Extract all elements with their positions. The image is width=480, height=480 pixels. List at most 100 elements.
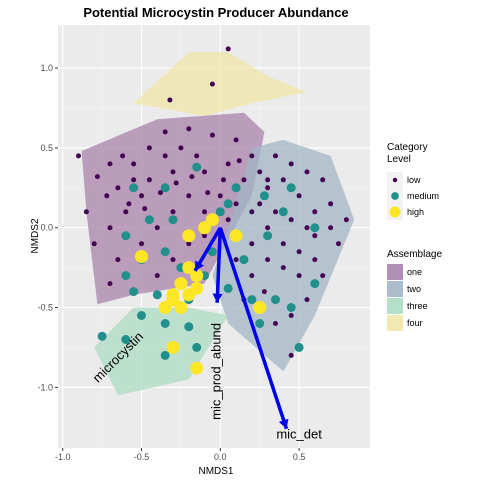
x-tick-label: -1.0 xyxy=(55,452,71,462)
x-tick-label: 0.0 xyxy=(214,452,227,462)
point-low xyxy=(336,241,341,247)
point-low xyxy=(225,46,231,52)
point-low xyxy=(249,273,255,279)
point-low xyxy=(170,209,176,215)
point-high xyxy=(166,288,180,302)
point-low xyxy=(261,289,267,295)
point-low xyxy=(107,161,113,167)
point-low xyxy=(296,273,302,279)
point-medium xyxy=(168,215,178,225)
y-tick-label: -1.0 xyxy=(37,382,53,392)
point-low xyxy=(265,185,271,191)
legend-label-one: one xyxy=(407,267,422,277)
point-low xyxy=(257,169,263,175)
x-axis: -1.0 -0.5 0.0 0.5 xyxy=(55,448,305,462)
data-points xyxy=(76,46,349,375)
point-low xyxy=(94,174,100,180)
point-low xyxy=(115,185,121,191)
legend-key-high xyxy=(389,206,401,218)
point-low xyxy=(126,201,132,207)
point-low xyxy=(107,225,113,231)
point-low xyxy=(120,153,126,159)
point-low xyxy=(205,190,211,196)
point-low xyxy=(288,352,294,358)
legend-label-low: low xyxy=(407,175,421,185)
legend-label-three: three xyxy=(407,301,428,311)
point-low xyxy=(312,209,318,215)
point-low xyxy=(123,209,129,215)
legend-swatch-one xyxy=(387,264,403,280)
assemblage-legend: Assemblage one two three four xyxy=(387,249,442,331)
point-low xyxy=(189,174,195,180)
point-low xyxy=(76,153,81,159)
point-low xyxy=(186,126,192,132)
point-low xyxy=(265,177,271,183)
point-low xyxy=(328,201,334,207)
point-low xyxy=(202,233,207,239)
point-high xyxy=(229,229,243,243)
point-low xyxy=(173,180,179,186)
point-low xyxy=(209,132,215,138)
point-low xyxy=(146,177,152,183)
point-medium xyxy=(259,191,269,201)
point-low xyxy=(273,321,278,326)
point-low xyxy=(328,225,334,231)
point-low xyxy=(343,217,349,223)
point-medium xyxy=(231,183,241,193)
point-low xyxy=(288,161,294,167)
point-low xyxy=(170,169,176,175)
point-low xyxy=(178,145,184,151)
point-low xyxy=(233,201,239,207)
point-low xyxy=(280,265,286,271)
point-low xyxy=(139,193,144,199)
x-tick-label: 0.5 xyxy=(293,452,306,462)
legend-swatch-two xyxy=(387,281,403,297)
point-medium xyxy=(144,215,154,225)
y-axis: -1.0 -0.5 0.0 0.5 1.0 xyxy=(37,63,58,392)
point-low xyxy=(296,193,302,199)
point-high xyxy=(190,361,204,375)
point-medium xyxy=(121,271,131,281)
y-tick-label: 0.0 xyxy=(40,223,53,233)
point-medium xyxy=(192,162,202,172)
point-medium xyxy=(121,335,131,344)
point-low xyxy=(288,313,294,318)
point-low xyxy=(304,169,310,175)
point-medium xyxy=(137,311,146,320)
y-tick-label: -0.5 xyxy=(37,303,53,313)
vector-arrowhead xyxy=(195,260,204,271)
point-medium xyxy=(271,295,280,305)
point-low xyxy=(91,241,97,247)
point-medium xyxy=(310,279,320,289)
legend-label-four: four xyxy=(407,318,423,328)
point-medium xyxy=(152,290,162,300)
point-medium xyxy=(160,319,170,328)
point-medium xyxy=(207,247,217,257)
point-low xyxy=(162,129,168,135)
point-medium xyxy=(278,207,288,217)
point-low xyxy=(217,193,223,199)
point-low xyxy=(320,273,326,279)
x-axis-title: NMDS1 xyxy=(198,466,233,477)
point-medium xyxy=(97,331,107,341)
legend-label-high: high xyxy=(407,207,424,217)
point-medium xyxy=(255,319,265,328)
point-high xyxy=(182,261,196,275)
point-low xyxy=(186,241,192,247)
point-medium xyxy=(184,322,194,332)
point-low xyxy=(146,145,152,151)
legend-label-two: two xyxy=(407,284,421,294)
chart-title: Potential Microcystin Producer Abundance xyxy=(83,5,348,20)
point-medium xyxy=(160,247,170,257)
point-low xyxy=(236,158,242,164)
legend-label-medium: medium xyxy=(407,191,439,201)
point-high xyxy=(190,281,204,295)
point-low xyxy=(233,137,239,143)
category-legend-title-line1: Category xyxy=(387,142,428,153)
point-low xyxy=(202,169,207,175)
point-medium xyxy=(215,207,225,217)
point-low xyxy=(154,273,160,279)
point-low xyxy=(131,161,137,167)
point-low xyxy=(202,209,207,215)
